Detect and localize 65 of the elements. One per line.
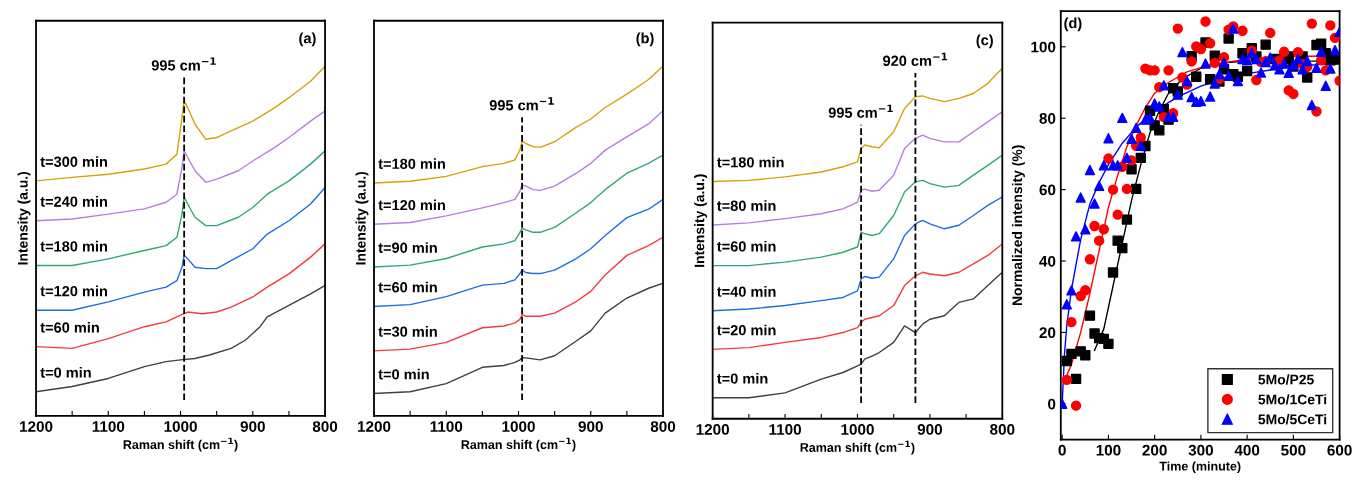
x-tick-label: 1100 [769, 424, 802, 435]
series-label: t=180 min [40, 240, 107, 252]
x-axis-title: Time (minute) [1159, 461, 1241, 474]
x-tick-label: 800 [312, 421, 338, 432]
series-label: t=180 min [716, 156, 784, 168]
y-axis-title: Intensity (a.u.) [17, 171, 31, 265]
series-label: t=60 min [40, 321, 99, 333]
series-label: t=120 min [378, 199, 445, 211]
y-axis-title: Normalized intensity (%) [1011, 145, 1025, 306]
x-tick-label: 1100 [92, 421, 125, 432]
x-tick-label: 400 [1234, 444, 1260, 456]
x-tick-label: 100 [1096, 444, 1121, 456]
ref-line-label: 995 cm$^{−1}$ [828, 104, 893, 118]
x-tick-label: 1200 [20, 421, 53, 432]
legend-label: 5Mo/P25 [1258, 374, 1314, 385]
x-tick-label: 900 [240, 421, 265, 432]
text: (a) [299, 32, 316, 47]
ref-line-label: 995 cm$^{−1}$ [489, 97, 554, 111]
x-axis-title: Raman shift (cm$^{−1}$) [123, 437, 238, 452]
x-tick-label: 300 [1188, 444, 1214, 456]
x-tick-label: 600 [1327, 444, 1352, 456]
series-label: t=240 min [40, 196, 107, 207]
series-label: t=60 min [378, 281, 437, 293]
series-label: t=30 min [378, 326, 437, 337]
series-label: t=0 min [378, 368, 429, 380]
y-tick-label: 80 [1039, 113, 1056, 124]
y-tick-label: 100 [1031, 41, 1056, 53]
x-axis-title: Raman shift (cm$^{−1}$) [461, 437, 576, 452]
series-label: t=40 min [716, 286, 776, 297]
legend-label: 5Mo/5CeTi [1258, 414, 1327, 425]
text: (c) [976, 34, 993, 49]
x-tick-label: 1100 [430, 421, 463, 432]
y-axis-title: Intensity (a.u.) [355, 171, 369, 265]
x-tick-label: 200 [1142, 444, 1167, 456]
series-label: t=90 min [378, 242, 437, 253]
x-tick-label: 1000 [502, 421, 535, 432]
ref-line-label: 995 cm$^{−1}$ [151, 57, 216, 71]
x-tick-label: 0 [1058, 444, 1066, 456]
annotation: (d) [1064, 17, 1082, 32]
legend-label: 5Mo/1CeTi [1258, 394, 1327, 405]
series-label: t=20 min [716, 324, 776, 336]
y-tick-label: 40 [1039, 255, 1056, 267]
x-axis-title: Raman shift (cm$^{−1}$) [800, 440, 915, 455]
x-tick-label: 900 [578, 421, 603, 432]
y-tick-label: 20 [1039, 327, 1056, 339]
x-tick-label: 500 [1281, 444, 1306, 456]
series-label: t=180 min [378, 158, 445, 170]
x-tick-label: 900 [917, 424, 943, 435]
series-label: t=0 min [716, 373, 768, 384]
series-label: t=80 min [716, 200, 776, 211]
ref-line-label: 920 cm$^{−1}$ [883, 52, 948, 66]
series-label: t=120 min [40, 285, 107, 297]
series-label: t=300 min [40, 156, 107, 167]
series-label: t=0 min [40, 367, 91, 378]
x-tick-label: 1200 [696, 424, 730, 435]
y-tick-label: 0 [1048, 398, 1056, 410]
x-tick-label: 800 [990, 424, 1015, 435]
y-axis-title: Intensity (a.u.) [694, 174, 708, 267]
series-label: t=60 min [716, 240, 776, 252]
x-tick-label: 800 [650, 421, 676, 432]
x-tick-label: 1000 [164, 421, 197, 432]
x-tick-label: 1000 [841, 424, 874, 435]
y-tick-label: 60 [1039, 184, 1056, 196]
text: (b) [636, 32, 654, 47]
x-tick-label: 1200 [357, 421, 391, 432]
